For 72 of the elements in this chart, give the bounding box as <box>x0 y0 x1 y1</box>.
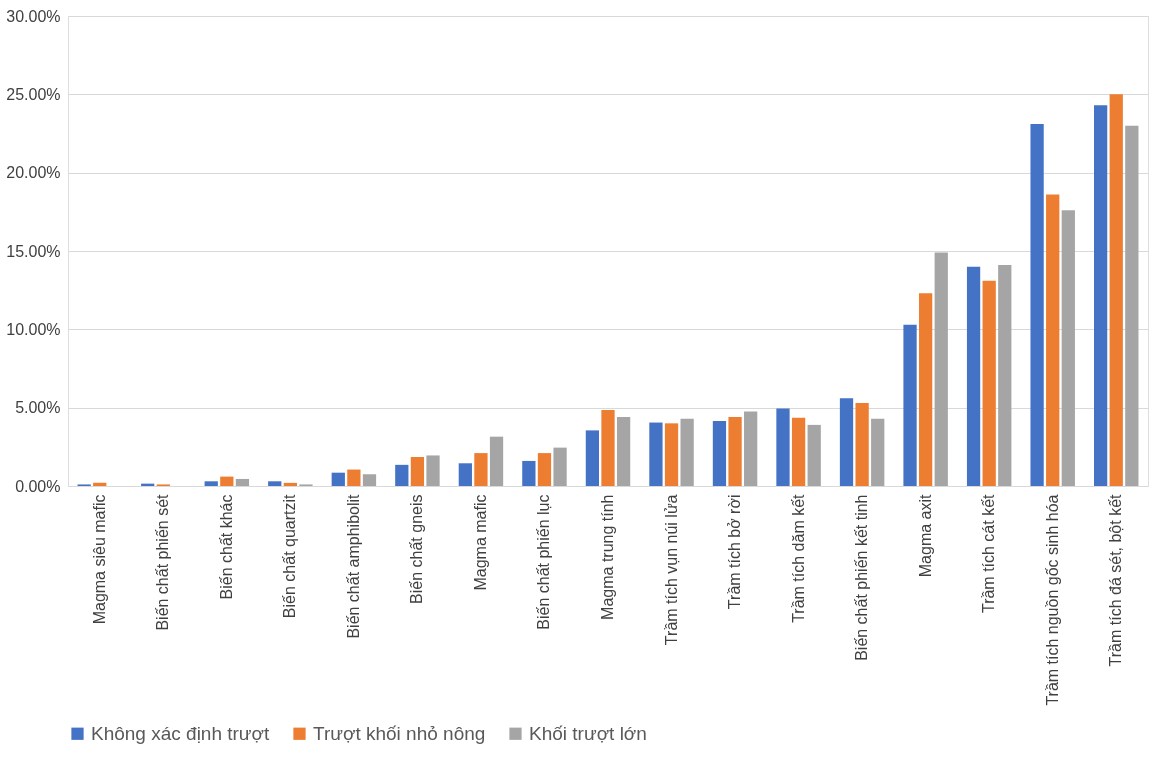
bar <box>1030 124 1044 486</box>
x-tick-label: Trầm tích đá sét, bột kết <box>1107 493 1125 667</box>
bar <box>458 463 472 486</box>
bar <box>712 420 727 486</box>
legend-label: Khối trượt lớn <box>529 722 647 744</box>
x-tick-label: Trầm tích cát kết <box>980 493 998 614</box>
bar <box>268 481 282 486</box>
bar <box>680 418 694 486</box>
x-tick-label: Trầm tích nguồn gốc sinh hóa <box>1043 494 1061 706</box>
bar <box>204 481 218 486</box>
bar <box>919 293 933 486</box>
x-tick-label: Biến chất phiến lục <box>535 494 553 630</box>
bar <box>616 417 631 486</box>
bar <box>1061 210 1075 486</box>
bar <box>855 402 869 486</box>
bar <box>362 474 377 486</box>
bar <box>839 398 854 486</box>
bar <box>871 418 885 486</box>
x-tick-label: Magma mafic <box>471 494 489 591</box>
x-tick-label: Biến chất amphibolit <box>344 493 362 639</box>
bar <box>1094 105 1108 486</box>
bar <box>522 460 536 486</box>
y-tick-label: 0.00% <box>15 477 61 495</box>
x-tick-label: Trầm tích dăm kết <box>789 493 807 623</box>
bar <box>93 482 107 486</box>
x-tick-label: Biến chất phiến kết tinh <box>853 494 871 661</box>
bar <box>1046 194 1060 486</box>
bar <box>791 417 806 486</box>
bar <box>728 417 742 486</box>
y-tick-label: 30.00% <box>6 7 61 25</box>
bar <box>537 453 552 486</box>
bar <box>585 430 600 486</box>
bar <box>664 423 679 486</box>
x-tick-label: Magma axit <box>916 493 934 578</box>
y-tick-label: 15.00% <box>6 242 61 260</box>
x-tick-label: Trầm tích vụn núi lửa <box>662 494 680 646</box>
bar <box>553 447 567 486</box>
legend-label: Trượt khối nhỏ nông <box>313 722 486 744</box>
y-tick-label: 5.00% <box>15 399 61 417</box>
y-tick-label: 10.00% <box>6 320 61 338</box>
bar <box>903 324 917 486</box>
bar <box>807 424 821 486</box>
x-tick-label: Trầm tích bở rời <box>726 494 744 610</box>
x-tick-label: Biến chất khác <box>217 494 235 600</box>
bar <box>426 455 440 486</box>
x-tick-label: Magma siêu mafic <box>90 494 108 625</box>
legend-label: Không xác định trượt <box>91 722 271 744</box>
bar <box>744 411 758 486</box>
bar <box>410 457 425 486</box>
x-tick-label: Biến chất phiến sét <box>154 493 172 631</box>
bar <box>395 464 409 486</box>
bar <box>934 252 948 486</box>
bar <box>776 408 790 486</box>
bar <box>1109 94 1123 486</box>
bar <box>235 478 250 486</box>
x-tick-label: Biến chất gneis <box>408 494 426 604</box>
bar <box>1125 125 1139 486</box>
bar <box>220 476 234 486</box>
y-tick-label: 20.00% <box>6 164 61 182</box>
bar <box>347 469 361 486</box>
bar <box>331 472 345 486</box>
x-tick-label: Biến chất quartzit <box>281 493 299 619</box>
bar <box>489 436 504 486</box>
bar <box>998 265 1012 486</box>
bar <box>649 422 663 486</box>
y-tick-label: 25.00% <box>6 85 61 103</box>
x-tick-label: Magma trung tính <box>599 494 616 620</box>
bar <box>982 280 996 486</box>
bar <box>966 266 981 486</box>
bar <box>474 453 488 486</box>
bar <box>601 410 615 486</box>
bar <box>283 482 297 486</box>
